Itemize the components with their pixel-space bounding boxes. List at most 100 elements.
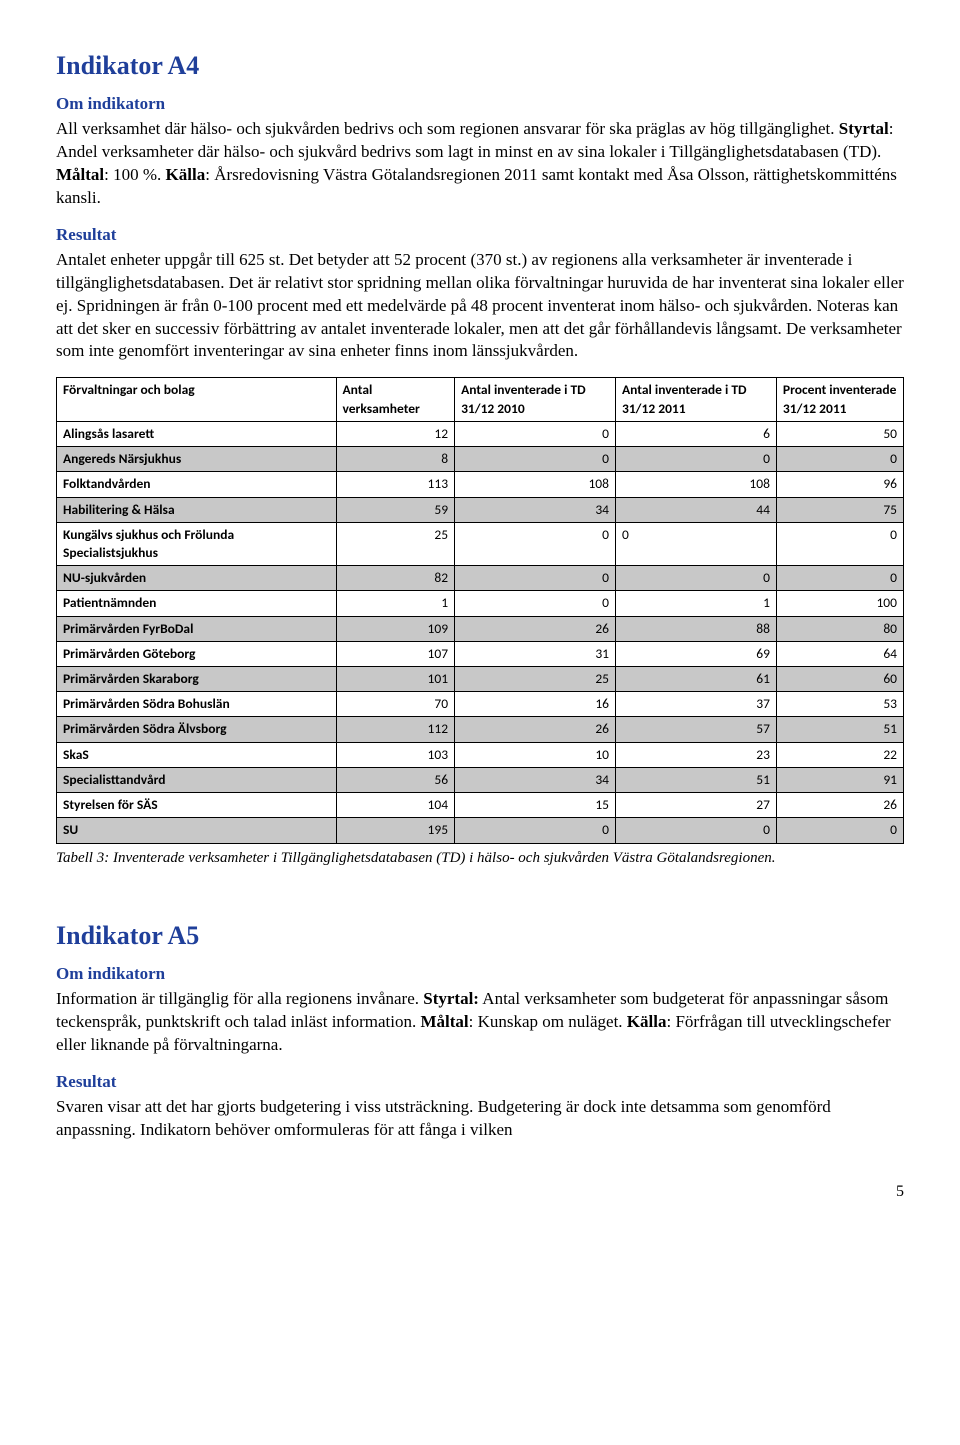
a5-resultat-label: Resultat: [56, 1071, 904, 1094]
table-row: Patientnämnden101100: [57, 591, 904, 616]
table-row: Primärvården Södra Älvsborg112265751: [57, 717, 904, 742]
table-cell: 60: [776, 667, 903, 692]
table-row: SU195000: [57, 818, 904, 843]
table-row-name: SkaS: [57, 742, 337, 767]
table-cell: 34: [455, 497, 616, 522]
table-row-name: Habilitering & Hälsa: [57, 497, 337, 522]
a5-om-text: Information är tillgänglig för alla regi…: [56, 989, 423, 1008]
table-cell: 25: [455, 667, 616, 692]
inventory-table: Förvaltningar och bolagAntal verksamhete…: [56, 377, 904, 843]
table-row: Folktandvården11310810896: [57, 472, 904, 497]
table-cell: 0: [455, 591, 616, 616]
table-row-name: Folktandvården: [57, 472, 337, 497]
table-row-name: Primärvården FyrBoDal: [57, 616, 337, 641]
table-header-cell: Förvaltningar och bolag: [57, 378, 337, 421]
a4-maltal-text: : 100 %.: [104, 165, 165, 184]
table-cell: 23: [616, 742, 777, 767]
table-cell: 57: [616, 717, 777, 742]
table-row: Primärvården FyrBoDal109268880: [57, 616, 904, 641]
table-cell: 69: [616, 641, 777, 666]
a5-kalla-label: Källa: [627, 1012, 667, 1031]
table-row: Habilitering & Hälsa59344475: [57, 497, 904, 522]
table-cell: 101: [336, 667, 455, 692]
table-cell: 22: [776, 742, 903, 767]
table-header-cell: Antal inventerade i TD 31/12 2010: [455, 378, 616, 421]
table-header-cell: Antal verksamheter: [336, 378, 455, 421]
table-cell: 51: [616, 767, 777, 792]
a4-om-paragraph: All verksamhet där hälso- och sjukvården…: [56, 118, 904, 210]
table-row-name: Angereds Närsjukhus: [57, 447, 337, 472]
table-cell: 96: [776, 472, 903, 497]
a4-om-label: Om indikatorn: [56, 93, 904, 116]
table-cell: 108: [455, 472, 616, 497]
table-cell: 0: [616, 447, 777, 472]
table-row: Alingsås lasarett120650: [57, 421, 904, 446]
a4-kalla-label: Källa: [166, 165, 206, 184]
table-row: Styrelsen för SÄS104152726: [57, 793, 904, 818]
table-cell: 0: [776, 566, 903, 591]
table-cell: 0: [616, 522, 777, 565]
table-cell: 16: [455, 692, 616, 717]
table-row-name: SU: [57, 818, 337, 843]
table-row-name: Styrelsen för SÄS: [57, 793, 337, 818]
table-row-name: Primärvården Skaraborg: [57, 667, 337, 692]
a5-title: Indikator A5: [56, 918, 904, 953]
table-cell: 0: [776, 818, 903, 843]
table-cell: 37: [616, 692, 777, 717]
a4-om-text: All verksamhet där hälso- och sjukvården…: [56, 119, 839, 138]
a4-resultat-label: Resultat: [56, 224, 904, 247]
table-cell: 0: [776, 522, 903, 565]
table-cell: 61: [616, 667, 777, 692]
table-cell: 10: [455, 742, 616, 767]
table-cell: 0: [616, 818, 777, 843]
table-row-name: Specialisttandvård: [57, 767, 337, 792]
table-cell: 50: [776, 421, 903, 446]
table-cell: 0: [616, 566, 777, 591]
table-cell: 75: [776, 497, 903, 522]
table-cell: 15: [455, 793, 616, 818]
table-cell: 113: [336, 472, 455, 497]
a5-styrtal-label: Styrtal:: [423, 989, 479, 1008]
table-cell: 103: [336, 742, 455, 767]
table-cell: 26: [776, 793, 903, 818]
table-row-name: Primärvården Södra Älvsborg: [57, 717, 337, 742]
table-cell: 80: [776, 616, 903, 641]
a4-resultat-text: Antalet enheter uppgår till 625 st. Det …: [56, 249, 904, 364]
table-cell: 27: [616, 793, 777, 818]
a4-title: Indikator A4: [56, 48, 904, 83]
table-cell: 0: [455, 522, 616, 565]
table-caption: Tabell 3: Inventerade verksamheter i Til…: [56, 848, 904, 868]
table-cell: 195: [336, 818, 455, 843]
table-cell: 51: [776, 717, 903, 742]
table-cell: 6: [616, 421, 777, 446]
table-row: SkaS103102322: [57, 742, 904, 767]
table-cell: 70: [336, 692, 455, 717]
table-cell: 34: [455, 767, 616, 792]
table-cell: 8: [336, 447, 455, 472]
table-row: Specialisttandvård56345191: [57, 767, 904, 792]
table-cell: 25: [336, 522, 455, 565]
table-header-cell: Procent inventerade 31/12 2011: [776, 378, 903, 421]
table-cell: 88: [616, 616, 777, 641]
a4-styrtal-label: Styrtal: [839, 119, 889, 138]
a5-om-label: Om indikatorn: [56, 963, 904, 986]
table-cell: 0: [455, 818, 616, 843]
table-cell: 0: [455, 566, 616, 591]
table-cell: 100: [776, 591, 903, 616]
table-cell: 109: [336, 616, 455, 641]
page-number: 5: [56, 1181, 904, 1203]
table-cell: 12: [336, 421, 455, 446]
table-cell: 56: [336, 767, 455, 792]
table-row-name: Kungälvs sjukhus och Frölunda Specialist…: [57, 522, 337, 565]
a4-maltal-label: Måltal: [56, 165, 104, 184]
table-row: Primärvården Södra Bohuslän70163753: [57, 692, 904, 717]
table-cell: 31: [455, 641, 616, 666]
table-cell: 26: [455, 616, 616, 641]
table-cell: 108: [616, 472, 777, 497]
table-cell: 112: [336, 717, 455, 742]
table-cell: 0: [776, 447, 903, 472]
table-header-row: Förvaltningar och bolagAntal verksamhete…: [57, 378, 904, 421]
table-cell: 1: [336, 591, 455, 616]
table-row: Angereds Närsjukhus8000: [57, 447, 904, 472]
table-row: NU-sjukvården82000: [57, 566, 904, 591]
